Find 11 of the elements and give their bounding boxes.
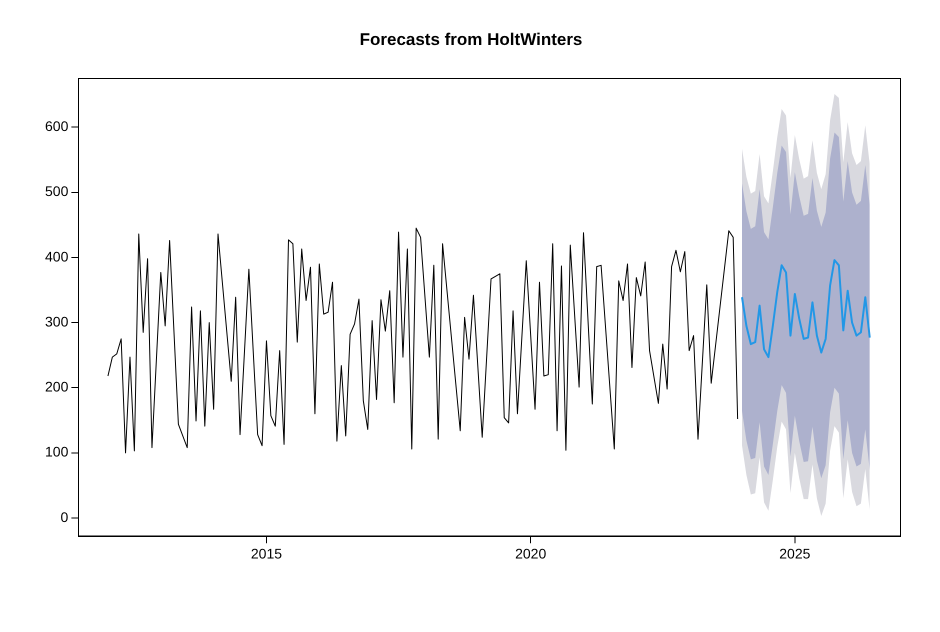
y-tick-label: 0 [60, 508, 69, 525]
y-tick-label: 300 [45, 313, 69, 330]
y-tick-label: 600 [45, 118, 69, 134]
y-tick-label: 100 [45, 444, 69, 460]
y-tick-label: 500 [45, 183, 69, 200]
y-tick-label: 400 [45, 248, 69, 264]
x-tick-label: 2025 [779, 545, 811, 562]
x-tick-label: 2020 [515, 545, 546, 562]
x-tick-label: 2015 [250, 545, 282, 562]
y-tick-label: 200 [45, 378, 69, 395]
chart-title: Forecasts from HoltWinters [360, 30, 582, 49]
